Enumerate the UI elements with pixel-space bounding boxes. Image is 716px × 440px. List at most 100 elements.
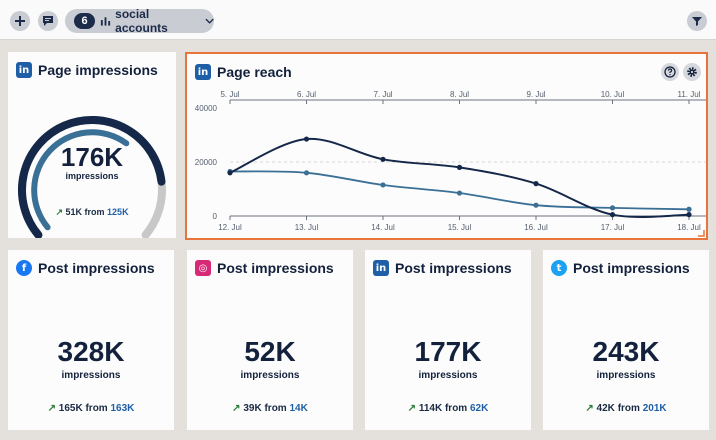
top-axis-label: 11. Jul: [678, 90, 701, 99]
post-impressions-value: 328K: [57, 336, 125, 367]
card-title-text: Post impressions: [395, 260, 512, 276]
card-title: in Page reach: [195, 64, 292, 80]
previous-value: 14K: [289, 403, 308, 414]
series-point-2: [456, 190, 463, 196]
current-value: 165K: [58, 403, 83, 414]
y-axis-label: 40000: [195, 104, 218, 113]
post-impressions-value: 52K: [244, 336, 296, 367]
trend-up-icon: ↗: [585, 403, 594, 414]
card-title: in Page impressions: [16, 62, 158, 78]
current-value: 42K: [596, 403, 615, 414]
card-title-text: Page reach: [217, 64, 292, 80]
gauge-inner-arc: [31, 129, 130, 231]
trend-up-icon: ↗: [232, 403, 241, 414]
resize-handle-icon[interactable]: [697, 229, 705, 237]
post-impressions-comparison: ↗ 42K from 201K: [543, 403, 709, 414]
card-title: in Post impressions: [373, 260, 512, 276]
page-impressions-card[interactable]: in Page impressions 176K impressions ↗ 5…: [8, 52, 176, 238]
series-line-2: [229, 170, 690, 211]
help-button[interactable]: [661, 63, 679, 81]
add-button[interactable]: [10, 11, 30, 31]
post-impressions-value: 243K: [592, 336, 660, 367]
previous-value: 201K: [642, 403, 667, 414]
filter-icon: [692, 17, 702, 26]
plus-icon: [15, 16, 25, 26]
current-value: 114K: [418, 403, 443, 414]
page-impressions-unit: impressions: [65, 171, 119, 181]
top-axis-label: 10. Jul: [601, 90, 625, 99]
y-axis-label: 0: [213, 212, 218, 221]
trend-up-icon: ↗: [407, 403, 417, 414]
top-toolbar: 6 social accounts: [0, 0, 716, 40]
series-point-2: [533, 202, 539, 208]
card-title-text: Page impressions: [38, 62, 158, 78]
card-title-text: Post impressions: [38, 260, 155, 276]
series-point-1: [533, 181, 539, 187]
gauge-fill: [17, 115, 166, 238]
series-point-2: [380, 182, 386, 188]
post-impressions-card[interactable]: t Post impressions 243K impressions ↗ 42…: [543, 250, 709, 430]
post-impressions-card[interactable]: in Post impressions 177K impressions ↗ 1…: [365, 250, 531, 430]
page-reach-card[interactable]: in Page reach 5. Jul 6. Jul 7. Jul 8. Jul 9.…: [185, 52, 708, 240]
post-impressions-comparison: ↗ 39K from 14K: [187, 403, 353, 414]
bottom-axis-label: 17. Jul: [601, 223, 625, 232]
top-axis-label: 8. Jul: [450, 90, 469, 99]
trend-up-icon: ↗: [47, 403, 56, 414]
card-title: ◎ Post impressions: [195, 260, 334, 276]
card-title-text: Post impressions: [217, 260, 334, 276]
series-point-1: [227, 170, 233, 176]
post-impressions-card[interactable]: f Post impressions 328K impressions ↗ 16…: [8, 250, 174, 430]
y-axis-label: 20000: [195, 158, 218, 167]
page-impressions-comparison: ↗ 51K from 125K: [8, 207, 176, 218]
current-value: 39K: [243, 403, 262, 414]
top-axis-label: 7. Jul: [373, 90, 392, 99]
bottom-axis-label: 16. Jul: [524, 223, 548, 232]
post-impressions-comparison: ↗ 114K from 62K: [365, 403, 531, 414]
series-point-1: [686, 212, 692, 218]
post-impressions-unit: impressions: [596, 370, 656, 381]
bottom-axis-label: 15. Jul: [448, 223, 472, 232]
filter-button[interactable]: [687, 11, 707, 31]
settings-button[interactable]: [683, 63, 701, 81]
linkedin-icon: in: [16, 62, 32, 78]
card-title-text: Post impressions: [573, 260, 690, 276]
accounts-label: social accounts: [115, 7, 168, 35]
top-axis-label: 9. Jul: [526, 90, 545, 99]
instagram-icon: ◎: [195, 260, 211, 276]
card-title: t Post impressions: [551, 260, 690, 276]
question-icon: [664, 66, 676, 78]
series-point-2: [686, 206, 692, 212]
top-axis-label: 6. Jul: [297, 90, 316, 99]
previous-value: 62K: [469, 403, 489, 414]
comment-button[interactable]: [38, 11, 58, 31]
from-word: from: [84, 207, 105, 217]
bar-chart-icon: [101, 17, 111, 26]
from-word: from: [264, 403, 287, 414]
linkedin-icon: in: [373, 260, 389, 276]
bottom-axis-label: 18. Jul: [677, 223, 701, 232]
previous-value: 163K: [110, 403, 135, 414]
series-point-1: [456, 164, 463, 170]
post-impressions-card[interactable]: ◎ Post impressions 52K impressions ↗ 39K…: [187, 250, 353, 430]
from-word: from: [617, 403, 640, 414]
bottom-axis-label: 14. Jul: [371, 223, 395, 232]
current-value: 51K: [65, 207, 83, 217]
top-axis-label: 5. Jul: [220, 90, 239, 99]
page-reach-chart: 5. Jul 6. Jul 7. Jul 8. Jul 9. Jul 10. Jul 11.…: [195, 90, 706, 232]
series-line-1: [229, 137, 690, 218]
series-point-1: [380, 156, 386, 162]
bottom-axis-label: 13. Jul: [295, 223, 319, 232]
from-word: from: [85, 403, 108, 414]
gear-icon: [687, 67, 697, 77]
gauge: [17, 115, 166, 238]
trend-up-icon: ↗: [55, 207, 63, 217]
post-impressions-value: 177K: [414, 336, 482, 367]
post-impressions-comparison: ↗ 165K from 163K: [8, 403, 174, 414]
post-impressions-unit: impressions: [418, 370, 478, 381]
accounts-selector[interactable]: 6 social accounts: [65, 7, 214, 35]
twitter-icon: t: [551, 260, 567, 276]
comment-icon: [43, 16, 53, 26]
post-impressions-unit: impressions: [61, 370, 121, 381]
bottom-axis-label: 12. Jul: [218, 223, 242, 232]
accounts-count-badge: 6: [74, 13, 96, 29]
